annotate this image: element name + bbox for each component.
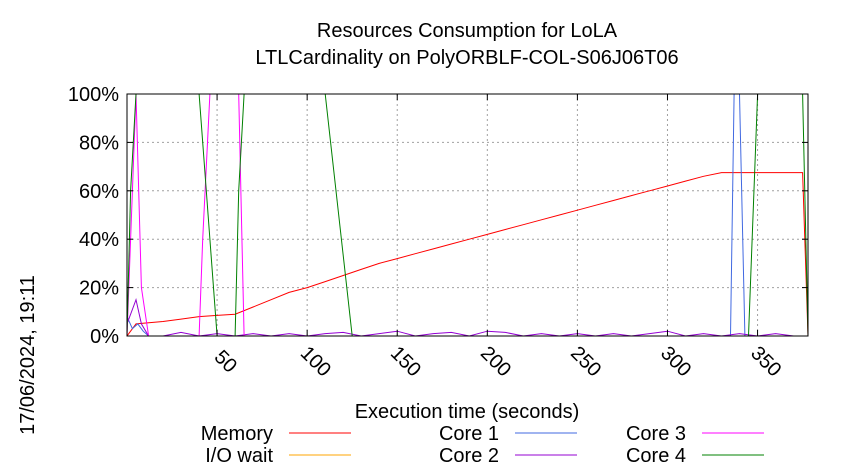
series-line-core-1 (126, 93, 808, 337)
timestamp-label: 17/06/2024, 19:11 (17, 275, 39, 435)
chart-title: Resources Consumption for LoLA (317, 20, 618, 42)
series-line-core-2 (126, 297, 808, 337)
chart-subtitle: LTLCardinality on PolyORBLF-COL-S06J06T0… (255, 47, 678, 69)
legend-label: Memory (201, 423, 273, 445)
x-tick-label: 200 (476, 342, 515, 381)
x-tick-label: 150 (386, 342, 425, 381)
series-line-core-4 (126, 93, 809, 337)
x-tick-label: 250 (566, 342, 605, 381)
x-tick-label: 50 (210, 346, 241, 377)
y-tick-label: 0% (90, 326, 119, 348)
legend-label: Core 2 (439, 445, 499, 467)
series-lines (126, 93, 809, 337)
y-tick-label: 60% (79, 181, 119, 203)
legend-label: Core 3 (626, 423, 686, 445)
x-axis-label: Execution time (seconds) (355, 401, 580, 423)
y-tick-label: 40% (79, 229, 119, 251)
series-line-core-3 (126, 93, 808, 337)
series-line-memory (126, 172, 809, 337)
x-tick-label: 100 (296, 342, 335, 381)
y-tick-label: 80% (79, 132, 119, 154)
y-tick-label: 20% (79, 278, 119, 300)
legend-label: I/O wait (205, 445, 273, 467)
x-tick-label: 300 (656, 342, 695, 381)
x-ticks: 50 100 150 200 250 300 350 (210, 94, 785, 381)
grid-lines (127, 94, 808, 336)
x-tick-label: 350 (746, 342, 785, 381)
plot-frame (126, 93, 809, 337)
y-ticks: 0% 20% 40% 60% 80% 100% (68, 84, 808, 348)
legend-label: Core 4 (626, 445, 686, 467)
y-tick-label: 100% (68, 84, 119, 106)
legend-label: Core 1 (439, 423, 499, 445)
